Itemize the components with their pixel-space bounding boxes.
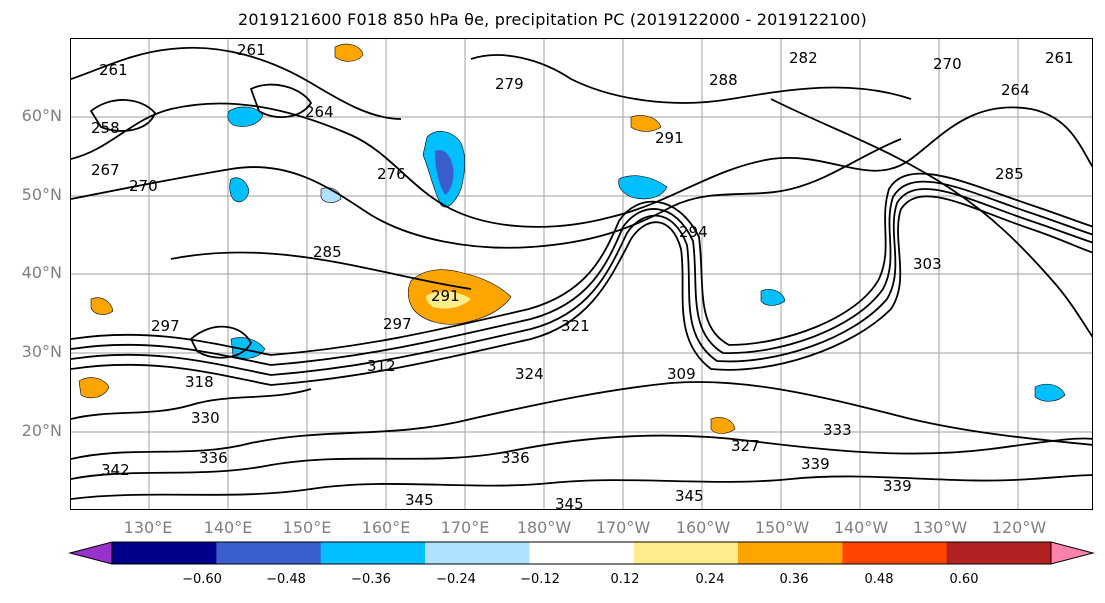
colorbar-tick: 0.36 <box>779 572 809 587</box>
lat-label-40n: 40°N <box>21 263 62 282</box>
contour-label: 339 <box>801 455 830 473</box>
lat-label-30n: 30°N <box>21 342 62 361</box>
colorbar-segment <box>529 542 635 564</box>
contour-label: 339 <box>883 477 912 495</box>
contour-label: 324 <box>515 365 544 383</box>
contour-label: 291 <box>431 287 460 305</box>
contour-label: 264 <box>305 103 334 121</box>
colorbar-segment <box>112 542 217 564</box>
contour-label: 345 <box>555 495 584 510</box>
colorbar-tick: −0.48 <box>266 572 306 587</box>
colorbar-tick: 0.60 <box>949 572 979 587</box>
lon-label-140w: 140°W <box>833 518 889 537</box>
contour-label: 330 <box>191 409 220 427</box>
contour-label: 294 <box>679 223 708 241</box>
contour-label: 270 <box>129 177 158 195</box>
contour-label: 321 <box>561 317 590 335</box>
colorbar-extend-left <box>68 541 113 565</box>
lat-label-60n: 60°N <box>21 106 62 125</box>
contour-label: 270 <box>933 55 962 73</box>
contour-label: 297 <box>151 317 180 335</box>
contour-label: 282 <box>789 49 818 67</box>
map-panel: 261 261 267 270 258 264 276 279 282 288 … <box>70 38 1093 510</box>
contour-label: 345 <box>405 491 434 509</box>
contour-label: 303 <box>913 255 942 273</box>
colorbar-segment <box>633 542 739 564</box>
colorbar-segment <box>842 542 948 564</box>
contour-labels: 261 261 267 270 258 264 276 279 282 288 … <box>91 41 1074 510</box>
colorbar-segment <box>946 542 1052 564</box>
colorbar <box>68 541 1095 565</box>
contour-label: 342 <box>101 461 130 479</box>
contour-label: 309 <box>667 365 696 383</box>
contour-label: 261 <box>1045 49 1074 67</box>
precipitation-pc-shading <box>78 43 1066 434</box>
lon-label-160e: 160°E <box>361 518 411 537</box>
colorbar-tick: −0.36 <box>351 572 391 587</box>
colorbar-segment <box>425 542 530 564</box>
theta-e-contours <box>71 46 1092 500</box>
contour-label: 291 <box>655 129 684 147</box>
colorbar-segment <box>216 542 322 564</box>
contour-label: 336 <box>199 449 228 467</box>
lat-label-20n: 20°N <box>21 421 62 440</box>
lon-label-140e: 140°E <box>203 518 253 537</box>
lon-label-150w: 150°W <box>754 518 810 537</box>
contour-label: 285 <box>995 165 1024 183</box>
theta-e-contour-map: 261 261 267 270 258 264 276 279 282 288 … <box>71 39 1092 510</box>
lon-label-170w: 170°W <box>595 518 651 537</box>
contour-label: 288 <box>709 71 738 89</box>
colorbar-tick: 0.48 <box>864 572 894 587</box>
contour-label: 285 <box>313 243 342 261</box>
contour-label: 261 <box>99 61 128 79</box>
contour-label: 264 <box>1001 81 1030 99</box>
contour-label: 333 <box>823 421 852 439</box>
contour-label: 258 <box>91 119 120 137</box>
colorbar-tick: −0.12 <box>520 572 560 587</box>
colorbar-tick: −0.24 <box>436 572 476 587</box>
colorbar-tick: 0.24 <box>695 572 725 587</box>
contour-label: 327 <box>731 437 760 455</box>
lon-label-160w: 160°W <box>675 518 731 537</box>
contour-label: 312 <box>367 357 396 375</box>
contour-label: 336 <box>501 449 530 467</box>
contour-label: 267 <box>91 161 120 179</box>
colorbar-tick: 0.12 <box>610 572 640 587</box>
lon-label-150e: 150°E <box>282 518 332 537</box>
lon-label-120w: 120°W <box>991 518 1047 537</box>
lon-label-130w: 130°W <box>912 518 968 537</box>
colorbar-outline <box>111 541 1052 565</box>
contour-label: 345 <box>675 487 704 505</box>
contour-label: 276 <box>377 165 406 183</box>
contour-label: 297 <box>383 315 412 333</box>
colorbar-extend-right <box>1050 541 1095 565</box>
map-title: 2019121600 F018 850 hPa θe, precipitatio… <box>238 10 867 29</box>
lon-label-130e: 130°E <box>123 518 173 537</box>
lat-label-50n: 50°N <box>21 185 62 204</box>
contour-label: 279 <box>495 75 524 93</box>
colorbar-segment <box>738 542 843 564</box>
colorbar-segments <box>68 541 1095 565</box>
colorbar-segment <box>320 542 426 564</box>
colorbar-tick: −0.60 <box>182 572 222 587</box>
lon-label-180w: 180°W <box>516 518 572 537</box>
contour-label: 261 <box>237 41 266 59</box>
contour-label: 318 <box>185 373 214 391</box>
lon-label-170e: 170°E <box>440 518 490 537</box>
